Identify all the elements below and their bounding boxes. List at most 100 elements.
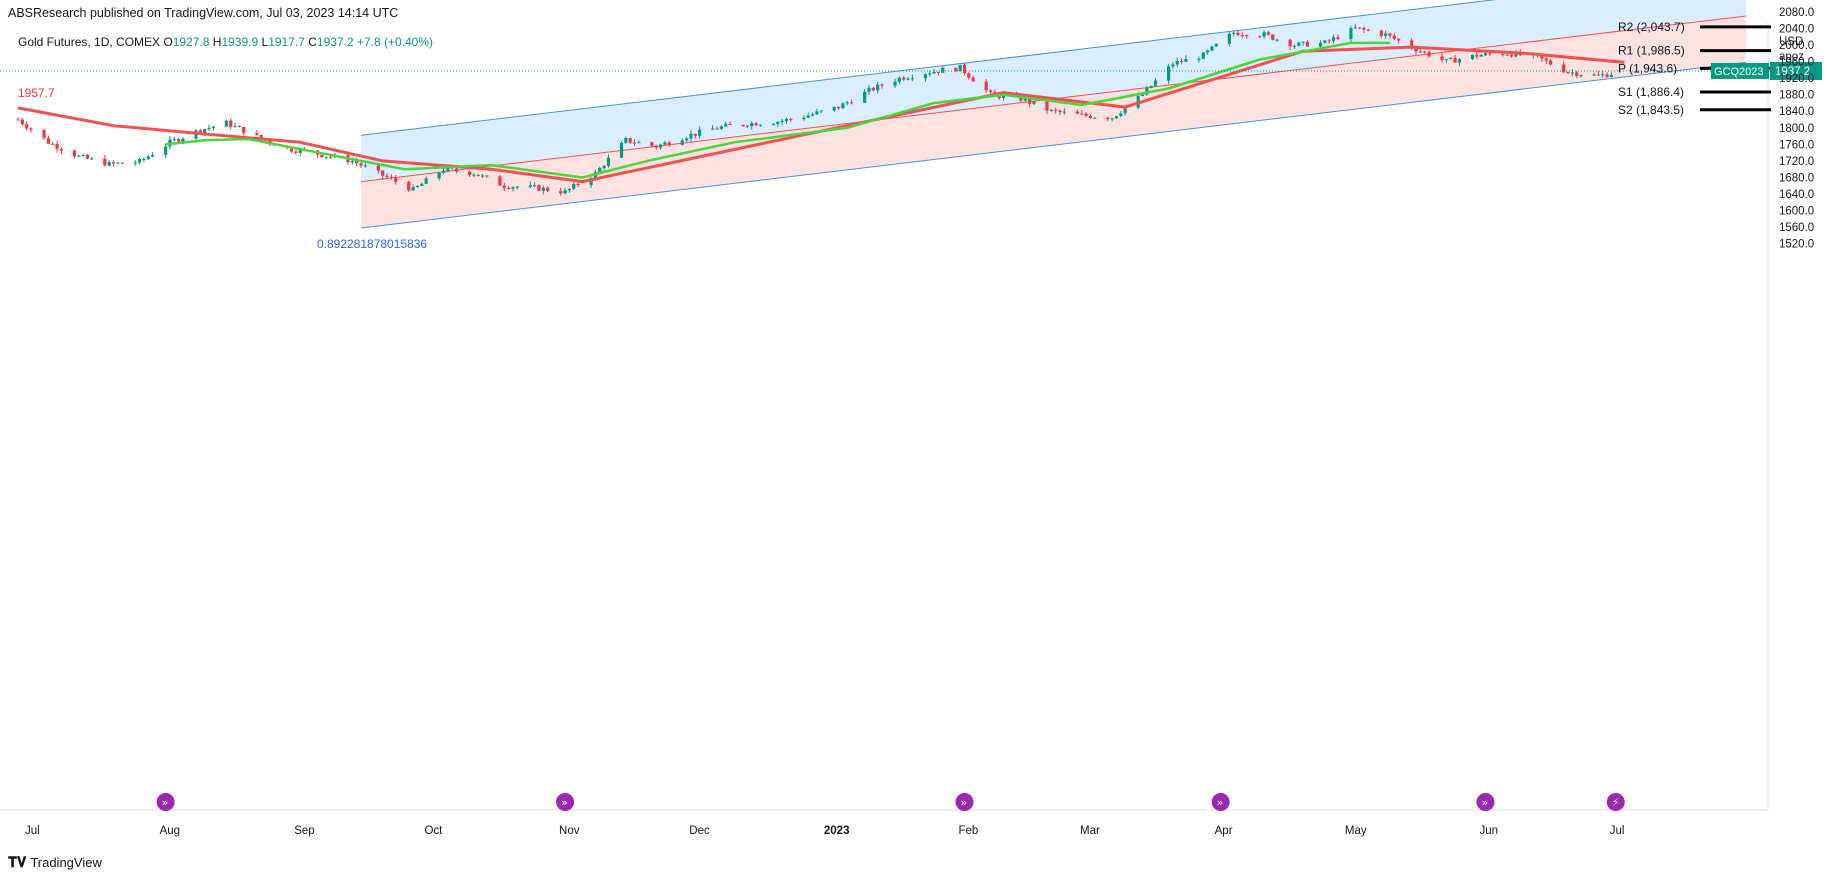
candle-body: [420, 183, 424, 186]
candle-body: [1509, 54, 1514, 57]
candle-body: [815, 111, 819, 115]
channel-upper-line: [360, 0, 1497, 136]
candle-body: [572, 183, 576, 189]
y-tick-label: 1800.0: [1779, 123, 1814, 135]
candle-body: [507, 187, 511, 189]
x-tick-label: Aug: [160, 825, 180, 837]
candle-body: [967, 73, 971, 78]
candle-body: [789, 118, 793, 120]
candle-body: [16, 119, 20, 121]
y-tick-label: 1880.0: [1779, 90, 1814, 102]
candle-body: [1110, 118, 1114, 120]
axis-unit-label: apoz: [1779, 51, 1804, 63]
x-tick-label: Oct: [424, 825, 443, 837]
candle-body: [728, 124, 732, 126]
candle-body: [294, 151, 298, 153]
candle-body: [85, 155, 90, 159]
candle-body: [928, 73, 932, 75]
candle-body: [454, 168, 459, 172]
candle-body: [1145, 87, 1149, 95]
y-tick-label: 2040.0: [1779, 23, 1814, 35]
candle-body: [164, 146, 168, 155]
candle-body: [971, 77, 975, 82]
candle-body: [502, 185, 506, 188]
candle-body: [320, 154, 324, 158]
candle-body: [1327, 40, 1331, 42]
candle-body: [1149, 85, 1153, 88]
ticker-badge-text: GCQ2023: [1714, 66, 1764, 78]
price-chart[interactable]: 0.892281878015836 R2 (2,043.7) R1 (1,986.5…: [0, 0, 1835, 850]
y-tick-label: 2000.0: [1779, 40, 1814, 52]
candle-body: [1423, 51, 1427, 53]
axis-unit[interactable]: USD apoz: [1779, 35, 1804, 65]
candle-body: [602, 165, 606, 168]
candle-body: [863, 91, 867, 103]
candle-body: [1210, 46, 1214, 51]
open-value: 1927.8: [172, 35, 210, 49]
pivot-label-s1: S1 (1,886.4): [1618, 85, 1684, 99]
candle-body: [116, 162, 120, 164]
candle-body: [268, 140, 272, 144]
candle-body: [103, 158, 107, 166]
x-tick-label: Sep: [294, 825, 314, 837]
candle-body: [1032, 101, 1036, 104]
pivot-label-s2: S2 (1,843.5): [1618, 103, 1684, 117]
candle-body: [1023, 98, 1027, 101]
candle-body: [242, 126, 246, 134]
candle-body: [1397, 38, 1401, 41]
candle-body: [1505, 54, 1509, 56]
candle-body: [906, 78, 910, 80]
candle-body: [1271, 34, 1275, 40]
candle-body: [1236, 32, 1240, 36]
candle-body: [476, 174, 480, 177]
candle-body: [745, 125, 750, 127]
high-value: 1939.9: [221, 35, 259, 49]
symbol-name: Gold Futures, 1D, COMEX: [18, 35, 161, 49]
candle-body: [589, 178, 593, 185]
candle-body: [111, 162, 116, 164]
candle-body: [1114, 116, 1119, 119]
y-tick-label: 2080.0: [1779, 7, 1814, 19]
candle-body: [1609, 74, 1614, 78]
high-price-label: 1957.7: [18, 86, 55, 100]
candle-body: [198, 130, 202, 133]
candle-body: [1479, 55, 1483, 57]
high-label: H: [212, 35, 222, 49]
candle-body: [663, 142, 667, 145]
candle-body: [658, 144, 663, 148]
y-tick-label: 1920.0: [1779, 73, 1814, 85]
candle-body: [598, 167, 602, 172]
footer-brand: 𝐓𝐕 TradingView: [8, 854, 102, 871]
candle-body: [841, 103, 845, 109]
symbol-legend: Gold Futures, 1D, COMEX O1927.8 H1939.9 …: [18, 35, 433, 49]
candle-body: [1540, 55, 1544, 59]
candle-body: [1179, 60, 1184, 62]
candle-body: [1488, 53, 1492, 55]
candle-body: [941, 67, 945, 73]
y-tick-label: 1560.0: [1779, 222, 1814, 234]
candle-body: [1240, 35, 1244, 37]
candle-body: [1093, 117, 1097, 119]
candle-body: [1453, 57, 1457, 63]
candle-body: [389, 177, 393, 179]
candle-body: [606, 157, 611, 166]
candle-body: [541, 187, 545, 191]
candle-body: [1418, 51, 1422, 53]
candle-body: [1088, 115, 1093, 119]
candle-body: [1275, 39, 1279, 41]
candle-body: [1392, 35, 1396, 39]
candle-body: [137, 159, 142, 163]
candle-body: [780, 120, 784, 123]
candle-body: [1245, 35, 1249, 37]
candle-body: [446, 167, 450, 171]
candle-body: [719, 126, 723, 129]
candle-body: [1297, 42, 1301, 46]
sma-red-line: [17, 45, 1625, 184]
candle-body: [637, 142, 641, 144]
candle-body: [880, 84, 884, 86]
candle-body: [559, 190, 563, 194]
candle-body: [576, 183, 580, 185]
candle-body: [181, 138, 185, 142]
x-tick-label: Mar: [1080, 825, 1100, 837]
candle-body: [1440, 56, 1444, 60]
